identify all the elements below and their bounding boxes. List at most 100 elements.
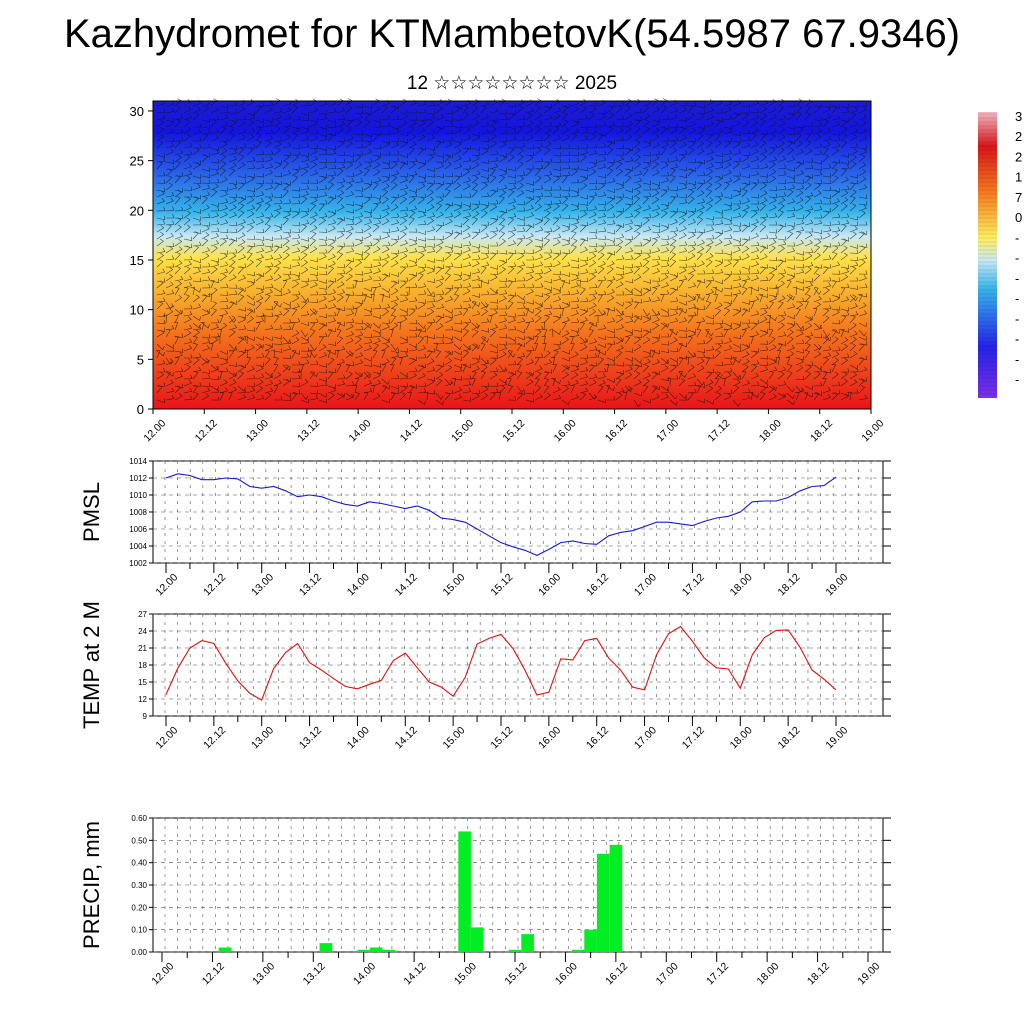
wind-barb bbox=[390, 322, 399, 331]
wind-barb bbox=[678, 211, 687, 219]
wind-barb bbox=[615, 115, 625, 121]
wind-barb bbox=[336, 245, 344, 254]
wind-barb bbox=[669, 232, 678, 240]
wind-barb bbox=[607, 361, 616, 366]
wind-barb bbox=[309, 169, 318, 177]
wind-barb bbox=[246, 235, 256, 240]
wind-barb bbox=[849, 249, 859, 254]
wind-barb bbox=[471, 98, 480, 107]
wind-barb bbox=[174, 188, 184, 193]
x-tick-label: 17.12 bbox=[680, 724, 707, 751]
wind-barb bbox=[804, 248, 814, 254]
wind-barb bbox=[687, 253, 696, 261]
wind-barb bbox=[300, 196, 308, 205]
wind-barb bbox=[399, 153, 408, 158]
wind-barb bbox=[813, 133, 822, 142]
wind-barb bbox=[219, 268, 229, 275]
wind-barb bbox=[525, 134, 534, 142]
wind-barb bbox=[210, 261, 220, 268]
wind-barb bbox=[273, 147, 281, 156]
wind-barb bbox=[165, 117, 175, 123]
wind-barb bbox=[480, 343, 486, 352]
wind-barb bbox=[210, 212, 220, 219]
wind-barb bbox=[552, 144, 562, 150]
wind-barb bbox=[561, 103, 571, 108]
wind-barb bbox=[363, 379, 372, 387]
wind-barb bbox=[498, 351, 507, 359]
wind-barb bbox=[696, 358, 705, 366]
wind-barb bbox=[471, 231, 479, 240]
wind-barb bbox=[822, 128, 832, 135]
wind-barb bbox=[381, 358, 390, 366]
wind-barb bbox=[759, 106, 768, 114]
wind-barb bbox=[408, 133, 417, 142]
wind-barb bbox=[570, 157, 580, 163]
pmsl-series-line bbox=[165, 473, 837, 557]
wind-barb bbox=[615, 378, 622, 387]
wind-barb bbox=[606, 102, 616, 107]
wind-barb bbox=[687, 121, 697, 128]
wind-barb bbox=[507, 350, 513, 359]
wind-barb bbox=[516, 342, 525, 347]
wind-barb bbox=[579, 354, 589, 359]
wind-barb bbox=[804, 266, 812, 275]
wind-barb bbox=[552, 166, 562, 171]
wind-barb bbox=[804, 262, 814, 268]
wind-barb bbox=[417, 108, 427, 114]
wind-barb bbox=[210, 178, 220, 184]
wind-barb bbox=[390, 315, 397, 324]
wind-barb bbox=[588, 168, 597, 177]
wind-barb bbox=[525, 212, 535, 219]
wind-barb bbox=[282, 319, 292, 324]
wind-barb bbox=[777, 393, 786, 401]
wind-barb bbox=[291, 124, 301, 130]
wind-barb bbox=[327, 280, 335, 289]
wind-barb bbox=[318, 100, 328, 107]
wind-barb bbox=[714, 117, 724, 123]
wind-barb bbox=[696, 365, 705, 373]
wind-barb bbox=[813, 199, 823, 205]
wind-barb bbox=[561, 364, 570, 373]
wind-barb bbox=[804, 294, 812, 303]
wind-barb bbox=[651, 296, 661, 303]
wind-barb bbox=[687, 241, 697, 247]
wind-barb bbox=[399, 371, 408, 378]
wind-barb bbox=[561, 272, 570, 277]
wind-barb bbox=[309, 298, 319, 304]
wind-barb bbox=[696, 378, 705, 386]
wind-barb bbox=[714, 371, 721, 380]
wind-barb bbox=[363, 245, 371, 254]
wind-barb bbox=[525, 224, 533, 233]
wind-barb bbox=[543, 171, 553, 177]
wind-barb bbox=[759, 264, 769, 269]
wind-barb bbox=[444, 335, 453, 341]
wind-barb bbox=[165, 255, 175, 261]
wind-barb bbox=[255, 140, 262, 149]
wind-barb bbox=[282, 151, 292, 157]
wind-barb bbox=[381, 273, 389, 282]
wind-barb bbox=[237, 182, 245, 191]
wind-barb bbox=[732, 321, 742, 326]
wind-barb bbox=[489, 217, 498, 226]
wind-barb bbox=[552, 98, 561, 107]
wind-barb bbox=[804, 336, 812, 345]
wind-barb bbox=[561, 371, 570, 380]
wind-barb bbox=[381, 323, 390, 331]
wind-barb bbox=[399, 231, 407, 240]
wind-barb bbox=[210, 240, 220, 247]
wind-barb bbox=[766, 321, 771, 331]
wind-barb bbox=[435, 266, 443, 275]
wind-barb bbox=[642, 329, 650, 338]
wind-barb bbox=[579, 307, 588, 313]
wind-barb bbox=[426, 182, 434, 191]
wind-barb bbox=[219, 310, 229, 317]
wind-barb bbox=[192, 106, 201, 114]
wind-barb bbox=[201, 222, 211, 227]
wind-barb bbox=[633, 391, 642, 397]
wind-barb bbox=[534, 142, 544, 149]
wind-barb bbox=[435, 158, 445, 163]
wind-barb bbox=[660, 137, 670, 142]
wind-barb bbox=[651, 311, 661, 317]
wind-barb bbox=[471, 162, 480, 170]
wind-barb bbox=[489, 299, 499, 304]
